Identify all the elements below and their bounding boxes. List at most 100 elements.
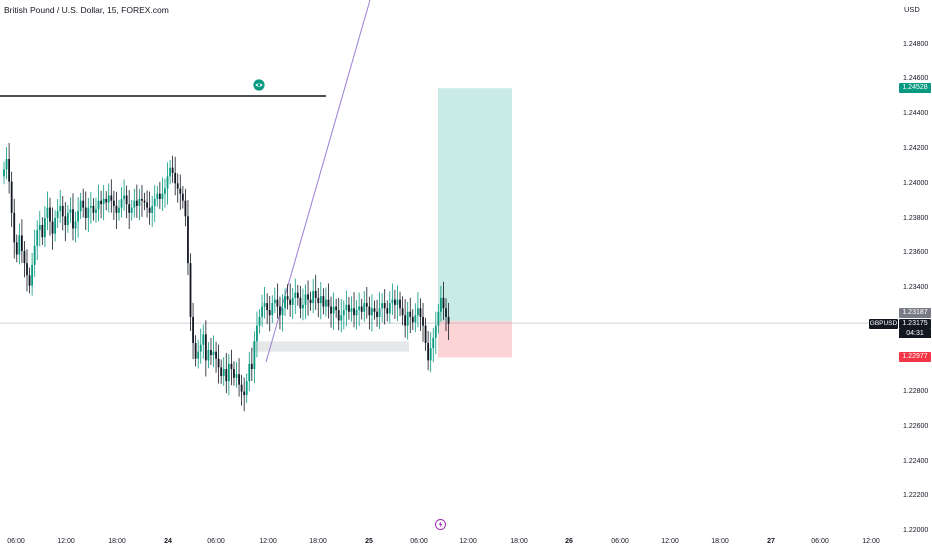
candle-body [381, 303, 384, 309]
candle-body [28, 275, 31, 286]
candle-body [77, 211, 79, 222]
candle-body [220, 367, 223, 376]
candle-body [143, 200, 146, 203]
candle-body [250, 363, 253, 370]
candle-body [197, 351, 200, 359]
candle-body [26, 263, 28, 276]
candle-body [36, 230, 39, 246]
candle-body [156, 193, 159, 199]
bar-countdown: 04:31 [899, 329, 931, 338]
time-tick-label: 06:00 [410, 538, 428, 545]
time-tick-label: 06:00 [611, 538, 629, 545]
candle-body [189, 263, 192, 317]
candle-body [125, 195, 128, 205]
candle-body [411, 316, 414, 323]
chart-canvas[interactable] [0, 0, 897, 550]
candle-body [100, 200, 102, 205]
price-tick-label: 1.23600 [903, 249, 929, 256]
candle-body [210, 349, 212, 356]
candle-body [388, 303, 391, 314]
candle-body [289, 299, 292, 305]
candle-body [296, 292, 299, 298]
candle-body [261, 306, 263, 317]
eye-icon[interactable] [253, 79, 265, 91]
candle-body [353, 308, 355, 316]
candle-body [46, 207, 49, 219]
candle-body [276, 299, 279, 307]
candle-body [427, 343, 430, 361]
candle-body [92, 205, 95, 213]
candle-body [314, 290, 317, 298]
price-tick-label: 1.23800 [903, 215, 929, 222]
chart-area[interactable] [0, 0, 897, 550]
candle-body [204, 334, 207, 361]
candle-body [20, 235, 23, 252]
candle-body [107, 195, 110, 203]
candle-body [429, 348, 432, 361]
candle-body [79, 200, 82, 212]
candle-body [217, 358, 220, 368]
candle-body [342, 310, 345, 316]
candle-body [97, 200, 100, 210]
candle-body [399, 299, 401, 309]
candle-body [164, 188, 166, 194]
candle-body [238, 374, 240, 385]
candle-body [194, 343, 197, 359]
candle-body [330, 306, 332, 314]
candle-body [358, 306, 361, 311]
candle-body [263, 303, 266, 307]
candle-body [437, 311, 440, 326]
candle-body [266, 303, 269, 311]
candle-body [89, 205, 92, 208]
candle-body [49, 207, 51, 222]
candle-body [368, 306, 371, 316]
symbol-tag: GBPUSD [869, 319, 898, 329]
candle-body [5, 159, 8, 170]
candle-body [417, 308, 419, 316]
candle-body [371, 308, 373, 316]
candle-body [148, 207, 151, 213]
candle-body [253, 341, 256, 370]
candle-body [304, 294, 307, 305]
candle-body [383, 303, 386, 309]
candle-body [43, 218, 46, 238]
candle-body [340, 315, 343, 321]
candle-body [386, 308, 389, 314]
price-tick-label: 1.22200 [903, 492, 929, 499]
candle-body [135, 200, 138, 206]
candle-body [332, 306, 335, 314]
candle-body [161, 193, 164, 199]
price-tick-label: 1.24400 [903, 110, 929, 117]
time-tick-label: 18:00 [309, 538, 327, 545]
candle-body [317, 297, 320, 304]
candle-body [202, 334, 205, 345]
candle-body [248, 363, 251, 382]
price-tick-label: 1.23400 [903, 284, 929, 291]
candle-body [284, 296, 286, 309]
candle-body [396, 299, 399, 305]
price-tick-label: 1.24200 [903, 145, 929, 152]
candle-body [256, 325, 258, 342]
candle-body [207, 349, 210, 361]
price-tick-label: 1.24000 [903, 180, 929, 187]
time-tick-label: 18:00 [711, 538, 729, 545]
time-tick-label: 25 [365, 538, 373, 545]
candle-body [258, 316, 261, 326]
candle-body [268, 310, 271, 316]
candle-body [118, 207, 120, 213]
candle-body [10, 181, 13, 213]
candle-body [442, 297, 445, 309]
time-tick-label: 18:00 [510, 538, 528, 545]
candle-body [38, 224, 41, 231]
candle-body [227, 363, 230, 382]
currency-label: USD [904, 5, 920, 14]
entry-price-label: 1.23187 [899, 308, 931, 318]
trend-line [265, 0, 371, 363]
time-axis[interactable] [0, 534, 897, 550]
candle-body [51, 221, 54, 234]
candle-body [291, 297, 294, 305]
flash-icon[interactable] [435, 519, 446, 530]
candle-body [138, 198, 141, 206]
candle-body [141, 198, 143, 201]
candle-body [363, 303, 366, 312]
